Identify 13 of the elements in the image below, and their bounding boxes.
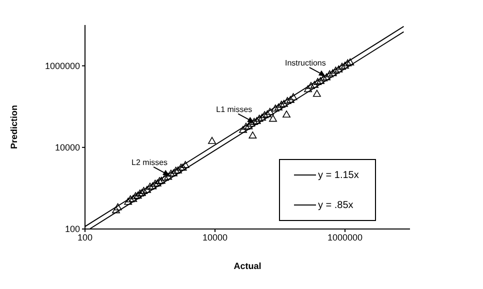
annotation: L1 misses — [216, 104, 252, 114]
y-tick-label: 100 — [64, 224, 80, 234]
x-axis-title: Actual — [234, 261, 262, 271]
y-tick-label: 1000000 — [44, 60, 80, 71]
legend-label: y = 1.15x — [318, 170, 359, 180]
y-axis-title: Prediction — [9, 104, 20, 150]
annotation: Instructions — [284, 58, 326, 68]
annotation: L2 misses — [132, 158, 168, 167]
x-tick-label: 100 — [77, 232, 93, 242]
legend-label: y = .85x — [318, 200, 354, 210]
y-tick-label: 10000 — [54, 142, 80, 153]
x-tick-label: 10000 — [202, 232, 228, 242]
x-tick-label: 1000000 — [327, 232, 363, 242]
